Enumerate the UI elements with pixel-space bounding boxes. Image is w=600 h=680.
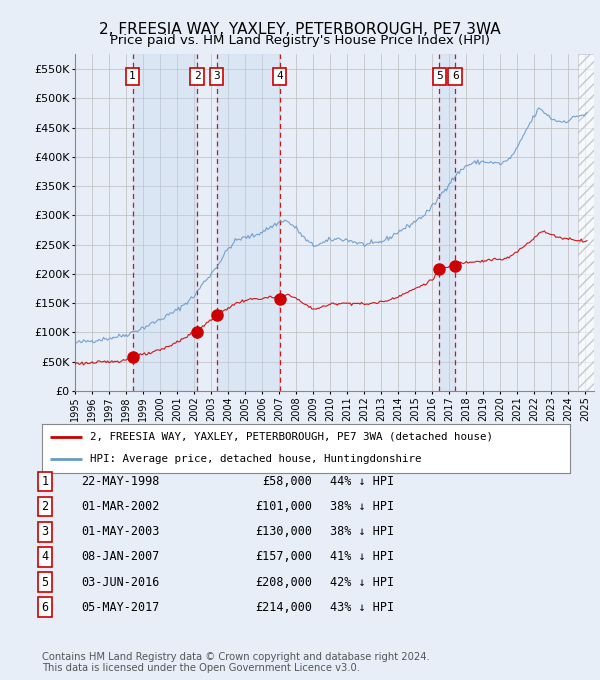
- Text: 41% ↓ HPI: 41% ↓ HPI: [330, 550, 394, 564]
- Text: £130,000: £130,000: [255, 525, 312, 539]
- Text: HPI: Average price, detached house, Huntingdonshire: HPI: Average price, detached house, Hunt…: [89, 454, 421, 464]
- Text: 4: 4: [277, 71, 283, 82]
- Text: £101,000: £101,000: [255, 500, 312, 513]
- Text: £208,000: £208,000: [255, 575, 312, 589]
- Text: 22-MAY-1998: 22-MAY-1998: [81, 475, 160, 488]
- Text: 2, FREESIA WAY, YAXLEY, PETERBOROUGH, PE7 3WA (detached house): 2, FREESIA WAY, YAXLEY, PETERBOROUGH, PE…: [89, 432, 493, 442]
- Text: 42% ↓ HPI: 42% ↓ HPI: [330, 575, 394, 589]
- Text: Price paid vs. HM Land Registry's House Price Index (HPI): Price paid vs. HM Land Registry's House …: [110, 34, 490, 47]
- Text: 6: 6: [452, 71, 458, 82]
- Bar: [217, 54, 280, 391]
- Text: 6: 6: [41, 600, 49, 614]
- Bar: [578, 54, 594, 391]
- Text: 3: 3: [41, 525, 49, 539]
- Text: 03-JUN-2016: 03-JUN-2016: [81, 575, 160, 589]
- Text: 43% ↓ HPI: 43% ↓ HPI: [330, 600, 394, 614]
- Text: £157,000: £157,000: [255, 550, 312, 564]
- Text: £58,000: £58,000: [262, 475, 312, 488]
- Text: 2: 2: [41, 500, 49, 513]
- Text: 08-JAN-2007: 08-JAN-2007: [81, 550, 160, 564]
- Text: 38% ↓ HPI: 38% ↓ HPI: [330, 500, 394, 513]
- Text: 01-MAR-2002: 01-MAR-2002: [81, 500, 160, 513]
- Bar: [133, 54, 197, 391]
- Text: £214,000: £214,000: [255, 600, 312, 614]
- Text: 1: 1: [129, 71, 136, 82]
- Text: 5: 5: [41, 575, 49, 589]
- Text: 5: 5: [436, 71, 443, 82]
- Text: Contains HM Land Registry data © Crown copyright and database right 2024.
This d: Contains HM Land Registry data © Crown c…: [42, 651, 430, 673]
- Text: 38% ↓ HPI: 38% ↓ HPI: [330, 525, 394, 539]
- Bar: [439, 54, 455, 391]
- Text: 4: 4: [41, 550, 49, 564]
- Text: 05-MAY-2017: 05-MAY-2017: [81, 600, 160, 614]
- Text: 01-MAY-2003: 01-MAY-2003: [81, 525, 160, 539]
- Text: 44% ↓ HPI: 44% ↓ HPI: [330, 475, 394, 488]
- Text: 2, FREESIA WAY, YAXLEY, PETERBOROUGH, PE7 3WA: 2, FREESIA WAY, YAXLEY, PETERBOROUGH, PE…: [99, 22, 501, 37]
- Text: 3: 3: [214, 71, 220, 82]
- Bar: [578, 54, 594, 391]
- Text: 1: 1: [41, 475, 49, 488]
- Text: 2: 2: [194, 71, 200, 82]
